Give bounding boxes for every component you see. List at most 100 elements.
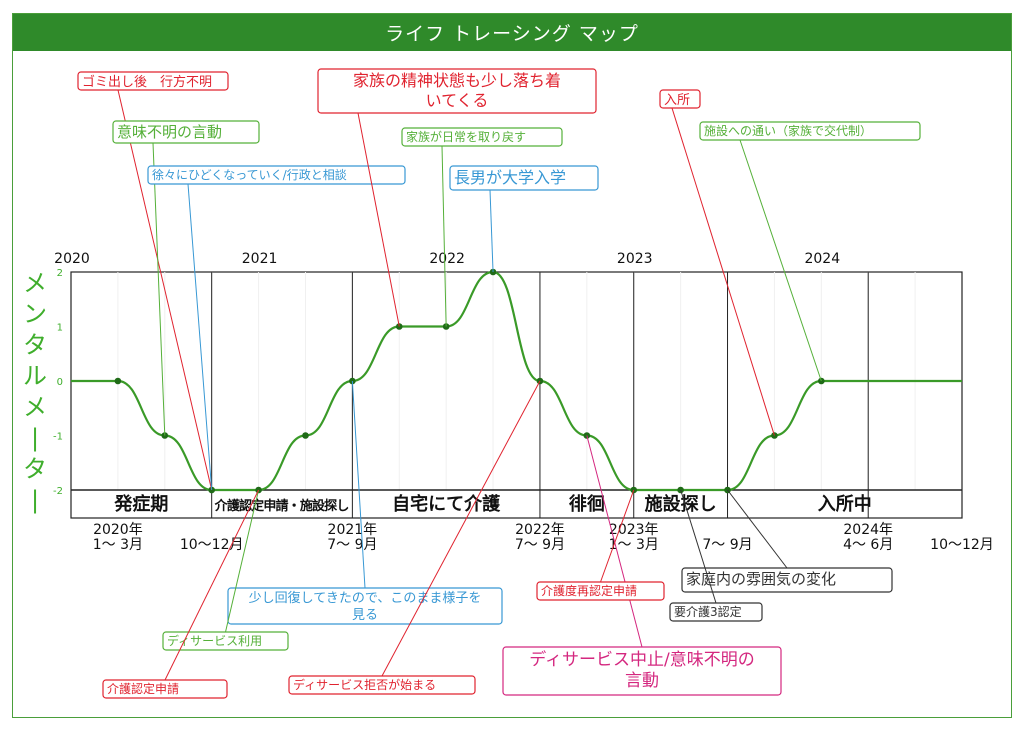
x-tick-label: 2024年 [843, 522, 893, 538]
annotation-leader [164, 489, 260, 681]
phase-label: 介護認定申請・施設探し [214, 498, 350, 514]
annotation: 長男が大学入学 [449, 165, 599, 273]
annotation: 徐々にひどくなっていく/行政と相談 [147, 165, 406, 491]
annotation-leader [727, 489, 788, 569]
annotation: 介護度再認定申請 [536, 489, 665, 601]
year-label: 2024 [804, 251, 840, 267]
annotation-text: 言動 [625, 671, 659, 691]
y-axis-label-char: ル [23, 362, 47, 390]
y-axis-label-char: メ [23, 393, 47, 421]
phase-label: 自宅にて介護 [392, 493, 501, 515]
annotation: ディサービス利用 [162, 489, 289, 651]
annotation-text: 意味不明の言動 [117, 123, 222, 141]
x-tick-label: 7～ 9月 [515, 537, 565, 553]
y-axis-label-char: | [30, 486, 40, 514]
annotation-text: ディサービス拒否が始まる [293, 677, 436, 692]
x-tick-label: 2022年 [515, 522, 565, 538]
annotation-leader [586, 435, 643, 648]
annotation-box [77, 71, 229, 91]
data-point [489, 268, 497, 276]
annotation-leader [600, 489, 635, 583]
annotation: 施設への通い（家族で交代制） [699, 121, 921, 382]
annotation-text: 施設への通い（家族で交代制） [704, 123, 872, 138]
x-tick-label: 2020年 [93, 522, 143, 538]
phase-label: 入所中 [818, 493, 872, 515]
annotation-box [681, 567, 893, 593]
annotation: ディサービス中止/意味不明の言動 [502, 435, 782, 696]
x-tick-label: 10～12月 [930, 537, 994, 553]
annotation: 介護認定申請 [102, 489, 260, 699]
annotation-text: ディサービス利用 [167, 633, 262, 648]
y-axis-label-char: タ [23, 455, 47, 483]
annotation-text: 介護度再認定申請 [541, 583, 637, 598]
annotation-text: 少し回復してきたので、このまま様子を [249, 590, 482, 606]
annotation-leader [671, 107, 775, 436]
x-tick-label: 2021年 [328, 522, 378, 538]
y-tick-label: 0 [57, 377, 63, 388]
series-line [71, 270, 962, 492]
annotation-text: 長男が大学入学 [454, 168, 566, 187]
annotation-leader [739, 139, 822, 382]
annotation-box [536, 581, 665, 601]
annotation-text: 家族が日常を取り戻す [406, 129, 526, 144]
year-label: 2020 [54, 251, 90, 267]
annotation-leader [152, 142, 166, 436]
annotation-text: いてくる [426, 91, 489, 110]
annotation-text: 家族の精神状態も少し落ち着 [353, 71, 561, 90]
annotation-text: 入所 [664, 93, 690, 108]
annotation-box [227, 587, 503, 625]
annotation-leader [357, 112, 400, 327]
y-tick-label: -1 [53, 432, 63, 443]
y-axis-label-char: タ [23, 331, 47, 359]
annotation-text: ゴミ出し後 行方不明 [82, 74, 212, 90]
annotation-leader [489, 189, 494, 273]
annotation-text: 家庭内の雰囲気の変化 [686, 570, 836, 588]
annotation-leader [117, 89, 213, 491]
y-tick-label: 2 [57, 268, 63, 279]
y-axis-label-char: ン [23, 300, 47, 328]
plot-area [70, 271, 963, 519]
annotation: 入所 [659, 89, 775, 436]
phase-label: 徘徊 [569, 493, 605, 515]
year-label: 2023 [617, 251, 653, 267]
annotation-box [112, 120, 260, 144]
annotation: 家族が日常を取り戻す [401, 127, 563, 327]
x-tick-label: 7～ 9月 [702, 537, 752, 553]
annotation-leader [351, 380, 366, 589]
annotation-box [147, 165, 406, 185]
y-axis-label-char: | [30, 424, 40, 452]
x-tick-label: 1～ 3月 [609, 537, 659, 553]
y-axis-label-char: メ [23, 269, 47, 297]
chart-title: ライフ トレーシング マップ [13, 14, 1011, 51]
data-point [395, 323, 403, 330]
annotation-leader [441, 145, 447, 327]
x-tick-label: 2023年 [609, 522, 659, 538]
y-tick-label: -2 [53, 486, 63, 497]
data-point [114, 377, 122, 385]
annotation-text: ディサービス中止/意味不明の [529, 649, 755, 670]
x-tick-label: 4～ 6月 [843, 537, 893, 553]
annotation-box [317, 68, 597, 114]
data-point [302, 432, 309, 439]
annotation-box [162, 631, 289, 651]
annotation-box [401, 127, 563, 147]
annotation-leader [381, 380, 541, 677]
annotation-leader [225, 489, 260, 633]
annotation-box [502, 646, 782, 696]
annotation-leader [680, 489, 717, 604]
annotation-box [449, 165, 599, 191]
annotation-box [288, 675, 476, 695]
annotation-box [102, 679, 228, 699]
annotation-text: 要介護3認定 [674, 604, 742, 619]
year-label: 2021 [242, 251, 278, 267]
phase-label: 施設探し [645, 493, 717, 515]
x-tick-label: 10～12月 [180, 537, 244, 553]
y-axis-label: メンタルメ | タ | [20, 268, 50, 516]
annotation: 家庭内の雰囲気の変化 [681, 489, 893, 593]
y-tick-label: 1 [57, 323, 63, 334]
annotation: ゴミ出し後 行方不明 [77, 71, 229, 491]
annotation: ディサービス拒否が始まる [288, 380, 541, 695]
